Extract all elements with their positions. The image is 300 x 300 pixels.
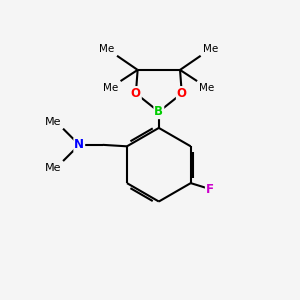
Text: Me: Me [99, 44, 115, 54]
Text: Me: Me [200, 82, 215, 93]
Text: B: B [154, 105, 163, 118]
Text: N: N [74, 138, 84, 151]
Text: Me: Me [44, 163, 61, 172]
Text: Me: Me [103, 82, 118, 93]
Text: O: O [131, 87, 141, 100]
Text: O: O [177, 87, 187, 100]
Text: Me: Me [203, 44, 218, 54]
Text: Me: Me [44, 117, 61, 127]
Text: F: F [206, 182, 214, 196]
